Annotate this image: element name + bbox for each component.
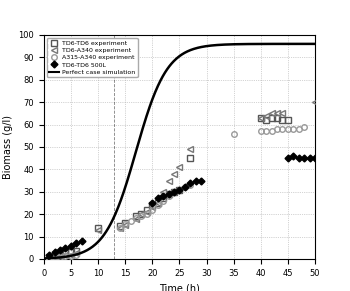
Legend: TD6-TD6 experiment, TD6-A340 experiment, A315-A340 experiment, TD6-TD6 500L, Per: TD6-TD6 experiment, TD6-A340 experiment,… — [47, 38, 138, 77]
Y-axis label: Biomass (g/l): Biomass (g/l) — [3, 115, 13, 179]
X-axis label: Time (h): Time (h) — [159, 283, 200, 291]
